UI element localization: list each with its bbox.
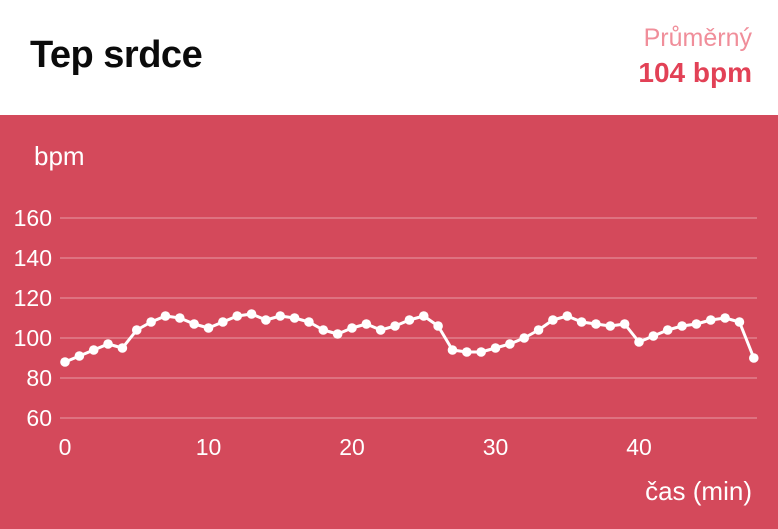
data-point — [505, 339, 515, 349]
data-point — [418, 311, 429, 321]
data-point — [218, 317, 228, 327]
data-point — [232, 311, 242, 321]
y-axis-unit-label: bpm — [34, 141, 85, 171]
data-point — [103, 339, 113, 349]
data-point — [74, 351, 85, 361]
data-point — [447, 345, 458, 355]
heart-rate-line-chart[interactable]: 160 140 120 100 80 60 0 10 20 30 40 — [0, 115, 778, 529]
data-point — [533, 325, 544, 335]
data-point — [691, 319, 702, 329]
data-point — [332, 329, 343, 339]
data-point — [433, 321, 443, 331]
x-axis-label: čas (min) — [645, 476, 752, 506]
x-tick-label-30: 30 — [483, 434, 509, 460]
data-point — [146, 317, 156, 327]
x-tick-label-10: 10 — [196, 434, 222, 460]
data-point — [476, 347, 486, 357]
average-value: 104 bpm — [638, 57, 752, 88]
data-point — [318, 325, 329, 335]
data-point — [562, 311, 573, 321]
data-point — [462, 347, 472, 357]
data-point — [289, 313, 300, 323]
data-point — [648, 331, 659, 341]
data-point — [189, 319, 199, 329]
data-point — [662, 325, 673, 335]
y-tick-label-80: 80 — [26, 365, 52, 391]
data-point — [304, 317, 314, 327]
x-tick-label-0: 0 — [59, 434, 72, 460]
y-tick-label-160: 160 — [14, 205, 52, 231]
data-point — [131, 325, 142, 335]
data-point — [634, 337, 644, 347]
header: Tep srdce Průměrný 104 bpm — [0, 0, 778, 115]
y-tick-label-140: 140 — [14, 245, 52, 271]
data-point — [576, 317, 587, 327]
y-tick-label-100: 100 — [14, 325, 52, 351]
data-point — [619, 319, 630, 329]
y-tick-label-60: 60 — [26, 405, 52, 431]
data-point — [705, 315, 716, 325]
data-point — [88, 345, 99, 355]
data-point — [390, 321, 400, 331]
average-summary: Průměrný 104 bpm — [638, 20, 752, 89]
data-point — [677, 321, 687, 331]
data-point — [720, 313, 730, 323]
data-point — [375, 325, 386, 335]
data-point — [117, 343, 128, 353]
data-point — [404, 315, 415, 325]
page-title: Tep srdce — [30, 34, 203, 76]
chart-area: bpm 160 140 120 100 80 60 0 10 20 30 40 čas (min) — [0, 115, 778, 529]
data-point — [749, 353, 759, 363]
data-point — [246, 309, 257, 319]
data-point — [605, 321, 616, 331]
x-tick-label-20: 20 — [339, 434, 365, 460]
data-point — [160, 311, 171, 321]
data-point — [60, 357, 70, 367]
data-point — [734, 317, 745, 327]
average-label: Průměrný — [643, 24, 752, 52]
data-point — [203, 323, 214, 333]
data-point — [591, 319, 601, 329]
data-point — [347, 323, 357, 333]
y-tick-label-120: 120 — [14, 285, 52, 311]
data-point — [275, 311, 286, 321]
data-point — [490, 343, 501, 353]
data-point — [261, 315, 271, 325]
data-point — [548, 315, 558, 325]
x-tick-label-40: 40 — [626, 434, 652, 460]
data-point — [519, 333, 529, 343]
data-point — [361, 319, 372, 329]
data-point — [175, 313, 185, 323]
